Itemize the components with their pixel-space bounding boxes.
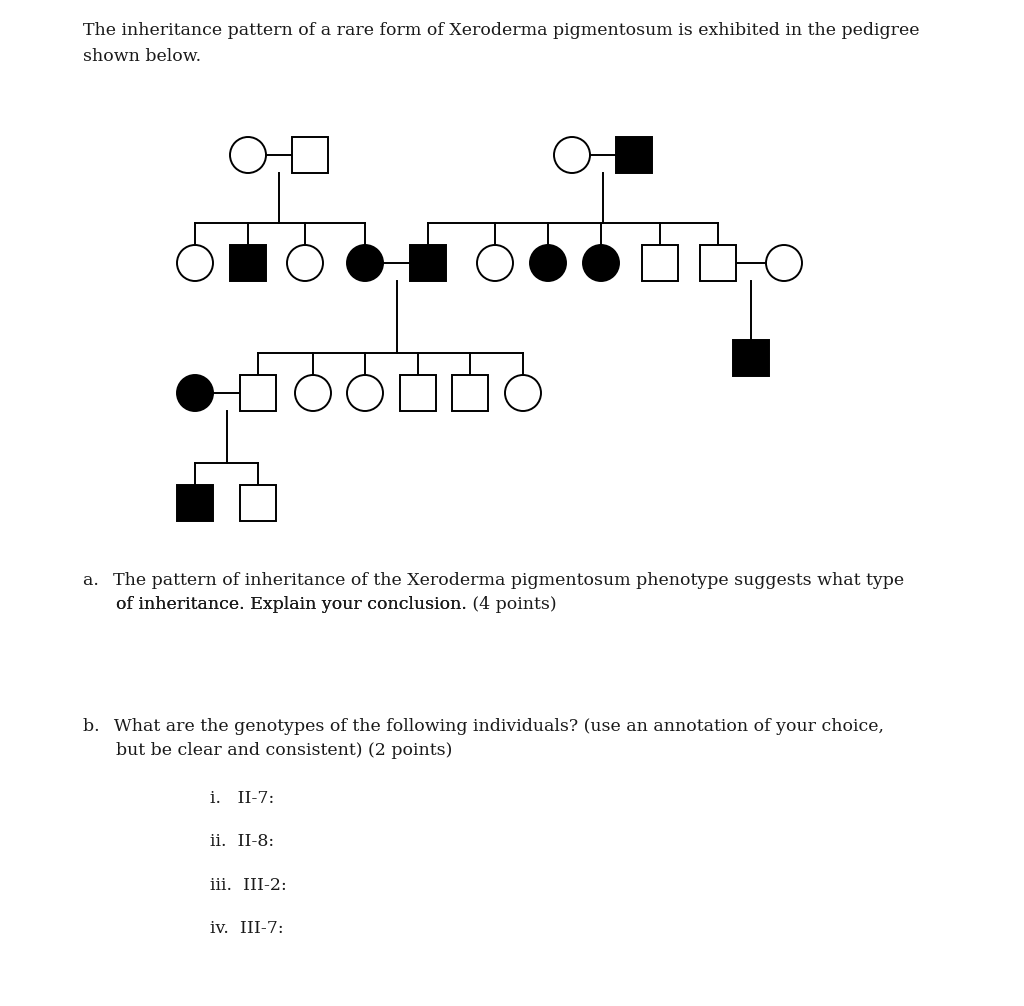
Text: of inheritance. Explain your conclusion. (4 points): of inheritance. Explain your conclusion.…	[83, 596, 557, 613]
Bar	[292, 137, 328, 173]
Circle shape	[583, 245, 618, 281]
Bar	[733, 340, 769, 376]
Circle shape	[505, 375, 541, 411]
Circle shape	[477, 245, 513, 281]
Bar	[240, 375, 276, 411]
Bar	[240, 485, 276, 521]
Text: of inheritance. Explain your conclusion.: of inheritance. Explain your conclusion.	[83, 596, 472, 613]
Circle shape	[295, 375, 331, 411]
Circle shape	[530, 245, 566, 281]
Text: b.  What are the genotypes of the following individuals? (use an annotation of y: b. What are the genotypes of the followi…	[83, 718, 884, 735]
Circle shape	[177, 375, 213, 411]
Circle shape	[287, 245, 323, 281]
Circle shape	[766, 245, 802, 281]
Bar	[616, 137, 652, 173]
Circle shape	[347, 245, 383, 281]
Bar	[410, 245, 446, 281]
Bar	[452, 375, 488, 411]
Text: iv.  III-7:: iv. III-7:	[210, 920, 284, 937]
Bar	[700, 245, 736, 281]
Text: shown below.: shown below.	[83, 48, 201, 65]
Circle shape	[230, 137, 266, 173]
Bar	[642, 245, 678, 281]
Text: iii.  III-2:: iii. III-2:	[210, 877, 287, 894]
Text: The inheritance pattern of a rare form of Xeroderma pigmentosum is exhibited in : The inheritance pattern of a rare form o…	[83, 22, 920, 39]
Bar	[230, 245, 266, 281]
Text: ii.  II-8:: ii. II-8:	[210, 833, 274, 850]
Circle shape	[554, 137, 590, 173]
Circle shape	[347, 375, 383, 411]
Bar	[400, 375, 436, 411]
Circle shape	[177, 245, 213, 281]
Text: i.   II-7:: i. II-7:	[210, 790, 274, 807]
Text: a.  The pattern of inheritance of the Xeroderma pigmentosum phenotype suggests w: a. The pattern of inheritance of the Xer…	[83, 572, 904, 589]
Bar	[177, 485, 213, 521]
Text: but be clear and consistent) (2 points): but be clear and consistent) (2 points)	[83, 742, 453, 759]
